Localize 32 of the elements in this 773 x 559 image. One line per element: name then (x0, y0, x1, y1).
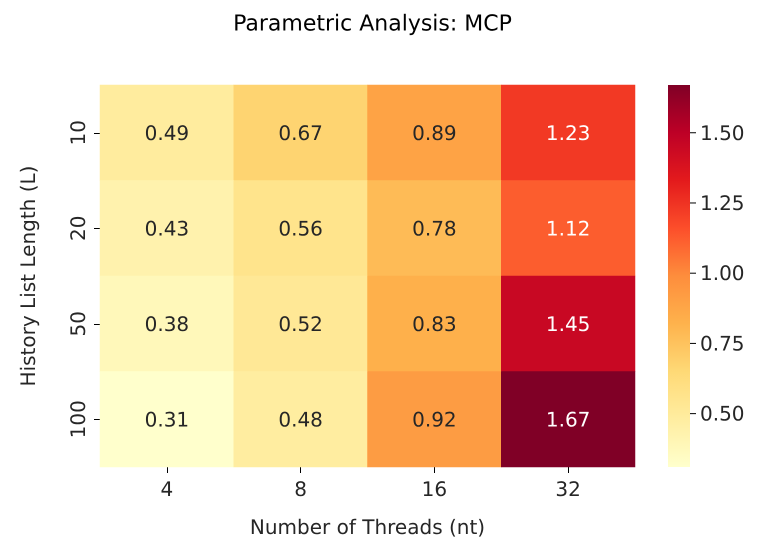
color-bar-label: 0.75 (700, 331, 745, 356)
color-bar-label: 0.50 (700, 402, 745, 426)
data-label: 0.31 (144, 407, 190, 432)
data-label: 0.78 (412, 216, 457, 240)
data-label: 0.92 (412, 407, 457, 432)
y-tick-label: 20 (66, 216, 90, 241)
x-tick-label: 16 (422, 477, 448, 501)
data-label: 0.89 (412, 120, 457, 145)
data-label: 0.38 (144, 312, 190, 336)
x-tick-label: 4 (160, 477, 174, 501)
data-label: 0.52 (278, 312, 323, 336)
y-axis-title: History List Length (L) (16, 166, 40, 386)
data-label: 0.83 (412, 312, 457, 336)
color-bar-label: 1.00 (700, 261, 745, 286)
chart-title: Parametric Analysis: MCP (233, 12, 512, 36)
data-label: 0.56 (278, 216, 323, 240)
data-label: 1.67 (546, 407, 590, 432)
x-axis-title: Number of Threads (nt) (250, 515, 486, 539)
x-tick-label: 8 (294, 477, 307, 501)
data-label: 0.49 (144, 120, 190, 145)
y-tick-label: 50 (66, 311, 90, 336)
color-bar-label: 1.50 (700, 120, 745, 145)
data-label: 0.67 (278, 120, 323, 145)
x-tick-label: 32 (555, 477, 581, 501)
data-label: 1.23 (546, 120, 590, 145)
data-label: 0.43 (144, 216, 190, 240)
y-tick-label: 100 (66, 400, 90, 438)
data-label: 1.12 (546, 216, 590, 240)
data-label: 0.48 (278, 407, 323, 432)
color-bar-label: 1.25 (700, 190, 745, 215)
y-tick-label: 10 (66, 120, 90, 146)
data-label: 1.45 (546, 312, 590, 336)
